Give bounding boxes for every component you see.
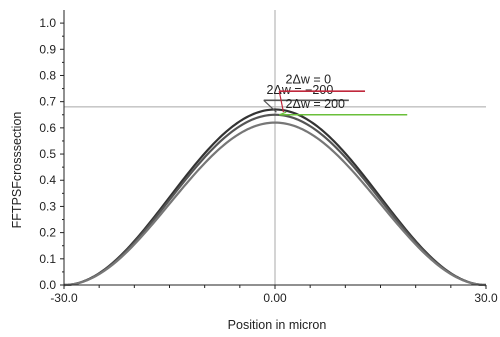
series-lines [63, 108, 487, 287]
annotation-connector-2 [278, 91, 285, 113]
annotation-connector-3 [279, 111, 287, 116]
annotation-label-2: 2Δw = 0 [286, 72, 332, 86]
y-tick-label: 0.0 [39, 278, 56, 292]
series-line-2 [63, 113, 487, 287]
y-tick-label: 0.3 [39, 199, 56, 213]
y-tick-label: 1.0 [39, 16, 56, 30]
x-axis-title: Position in micron [228, 318, 327, 332]
y-axis-title: FFTPSFcrosssection [10, 112, 24, 229]
reference-lines [64, 10, 486, 285]
axes: 0.0 0.1 0.2 0.3 0.4 0.5 0.6 0.7 0.8 0.9 1.0 -30.0 0.… [39, 10, 498, 305]
y-tick-label: 0.4 [39, 173, 56, 187]
annotation-connector-1 [263, 99, 277, 113]
x-tick-label: -30.0 [50, 291, 78, 305]
annotation-label-1: 2Δw = −200 [267, 83, 334, 97]
y-tick-label: 0.6 [39, 121, 56, 135]
y-tick-label: 0.9 [39, 42, 56, 56]
annotation-label-3: 2Δw = 200 [286, 97, 345, 111]
y-tick-label: 0.5 [39, 147, 56, 161]
y-tick-label: 0.2 [39, 226, 56, 240]
y-tick-label: 0.1 [39, 252, 56, 266]
x-tick-label: 30.0 [474, 291, 498, 305]
y-tick-label: 0.7 [39, 95, 56, 109]
series-line-3 [63, 121, 487, 287]
x-tick-label: 0.00 [263, 291, 287, 305]
y-tick-label: 0.8 [39, 68, 56, 82]
